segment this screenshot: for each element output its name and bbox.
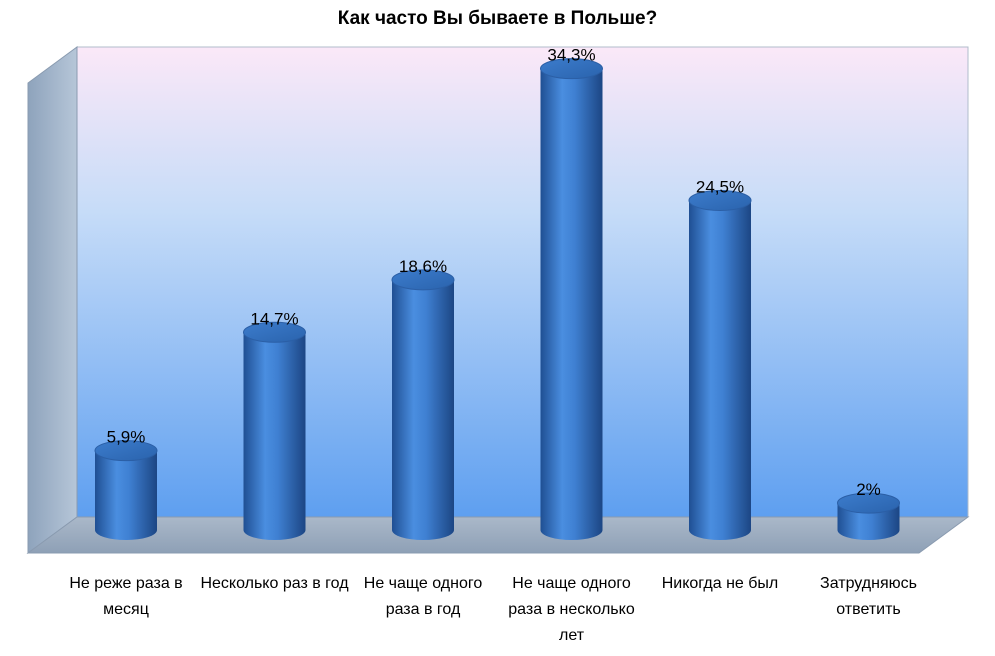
bar: 24,5% <box>688 177 752 540</box>
category-label: Затрудняюсь ответить <box>820 575 917 618</box>
data-label: 14,7% <box>250 309 298 328</box>
bar-body <box>243 332 306 540</box>
category-label: Не реже раза в месяц <box>69 575 183 618</box>
bar-top <box>688 189 752 211</box>
data-label: 2% <box>856 480 881 499</box>
bar: 34,3% <box>540 46 603 540</box>
bar: 18,6% <box>391 257 455 540</box>
bar: 5,9% <box>94 428 158 540</box>
data-label: 5,9% <box>107 428 146 447</box>
bar-top <box>837 492 900 514</box>
bar-body <box>95 450 157 540</box>
chart-title: Как часто Вы бываете в Польше? <box>337 8 658 29</box>
data-label: 24,5% <box>696 177 744 196</box>
category-label: Никогда не был <box>661 575 779 592</box>
chart-left-wall <box>27 46 78 554</box>
bar-body <box>837 503 900 540</box>
bar-top <box>391 269 455 291</box>
category-label: Несколько раз в год <box>200 575 349 592</box>
bar: 14,7% <box>243 309 306 540</box>
bar-top <box>540 58 603 80</box>
category-label: Не чаще одного раза в год <box>363 575 483 618</box>
bar: 2% <box>837 480 900 540</box>
category-label: Не чаще одного раза в несколько лет <box>508 575 635 644</box>
chart-floor <box>26 516 970 554</box>
bar-top <box>94 440 158 462</box>
data-label: 18,6% <box>399 257 447 276</box>
bar-body <box>392 279 454 540</box>
bar-body <box>540 68 603 540</box>
bar-top <box>243 321 306 343</box>
chart-back-wall <box>76 46 969 518</box>
bar-body <box>689 200 751 540</box>
data-label: 34,3% <box>547 46 595 65</box>
